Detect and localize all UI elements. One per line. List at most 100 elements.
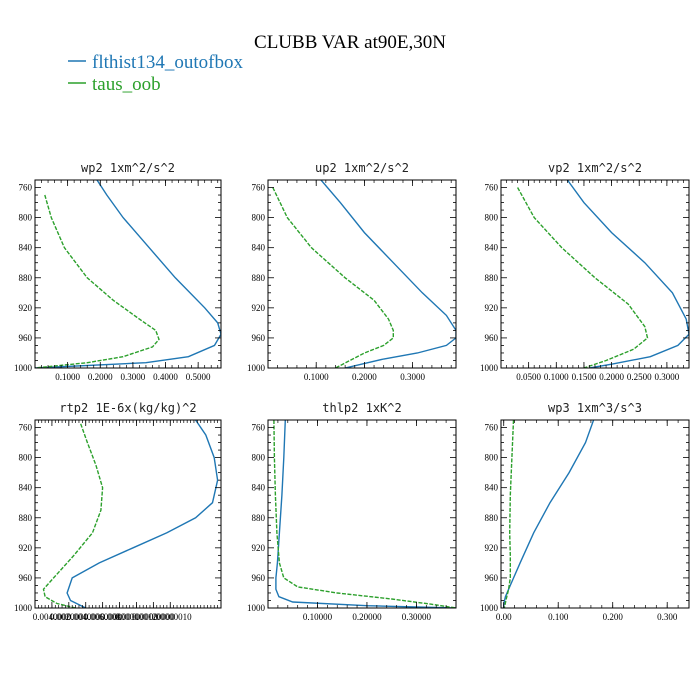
x-tick-label: 0.0080000 [100,612,139,622]
plot-frame [267,419,457,609]
y-tick-label: 760 [252,183,266,193]
y-tick-label: 760 [252,423,266,433]
y-tick-label: 920 [485,543,499,553]
x-tick-label: 0.100 [548,612,569,622]
x-tick-label: 0.00000010 [149,612,192,622]
series-line-2 [273,420,456,608]
y-tick-label: 760 [19,183,33,193]
series-group [272,180,456,368]
x-tick-label: 0.1000 [55,372,80,382]
y-tick-label: 840 [19,483,33,493]
y-tick-label: 920 [252,543,266,553]
y-tick-label: 960 [19,573,33,583]
plot-frame [34,179,222,369]
y-tick-label: 840 [252,483,266,493]
y-tick-label: 960 [252,573,266,583]
legend: flthist134_outofbox taus_oob [68,52,243,95]
y-tick-label: 800 [485,213,499,223]
plot-frame [34,419,222,609]
panel-2: up2 1xm^2/s^2 760 800 840 880 920 960 1000 0.100… [247,161,457,382]
series-line-2 [42,423,104,608]
panels-grid: wp2 1xm^2/s^2 760 800 840 880 920 960 1000 0.100… [14,161,690,622]
figure-title: CLUBB VAR at90E,30N [254,32,446,53]
y-tick-label: 920 [252,303,266,313]
x-tick-label: 0.10000 [303,612,333,622]
panel-3: vp2 1xm^2/s^2 760 800 840 880 920 960 1000 0.050… [480,161,690,382]
y-tick-label: 1000 [14,603,33,613]
x-tick-label: 0.3000 [400,372,425,382]
y-tick-label: 920 [19,543,33,553]
series-group [516,180,689,368]
panel-title: rtp2 1E-6x(kg/kg)^2 [59,401,196,415]
y-tick-label: 960 [485,573,499,583]
series-group [35,180,221,368]
x-tick-label: 0.1000 [304,372,329,382]
series-group [42,420,219,608]
y-tick-label: 1000 [247,603,266,613]
series-line-2 [503,420,515,608]
y-tick-label: 760 [485,423,499,433]
y-tick-label: 800 [19,453,33,463]
series-line-1 [566,180,689,368]
series-line-1 [320,180,456,368]
y-tick-label: 880 [19,273,33,283]
y-tick-label: 920 [485,303,499,313]
x-tick-label: 0.0040000 [33,612,72,622]
y-tick-label: 960 [485,333,499,343]
x-tick-label: 0.1500 [572,372,597,382]
x-tick-label: 0.20000 [352,612,382,622]
x-tick-label: 0.2000 [352,372,377,382]
x-tick-label: 0.0040000 [67,612,106,622]
y-tick-label: 960 [19,333,33,343]
x-tick-label: 0.300 [657,612,678,622]
panel-4: rtp2 1E-6x(kg/kg)^2 760 800 840 880 920 960 100… [14,401,222,622]
series-line-1 [35,180,221,368]
panel-1: wp2 1xm^2/s^2 760 800 840 880 920 960 1000 0.100… [14,161,222,382]
y-tick-label: 760 [19,423,33,433]
y-tick-label: 880 [485,273,499,283]
y-tick-label: 840 [485,483,499,493]
x-tick-label: 0.00 [496,612,512,622]
y-tick-label: 840 [19,243,33,253]
x-tick-label: 0.0060000 [84,612,123,622]
panel-title: wp2 1xm^2/s^2 [81,161,175,175]
legend-label-series-1: flthist134_outofbox [92,52,243,73]
y-tick-label: 1000 [14,363,33,373]
x-tick-label: 0.0020000 [50,612,89,622]
series-group [503,420,595,608]
y-tick-label: 880 [252,513,266,523]
y-tick-label: 800 [19,213,33,223]
x-tick-label: 0.4000 [153,372,178,382]
y-tick-label: 840 [485,243,499,253]
panel-title: vp2 1xm^2/s^2 [548,161,642,175]
x-tick-label: 0.1000 [544,372,569,382]
x-tick-label: 0.3000 [655,372,680,382]
y-tick-label: 880 [252,273,266,283]
panel-title: wp3 1xm^3/s^3 [548,401,642,415]
series-line-2 [35,194,160,368]
series-line-1 [275,420,456,608]
y-tick-label: 1000 [480,363,499,373]
panel-5: thlp2 1xK^2 760 800 840 880 920 960 1000 0.10000… [247,401,457,622]
panel-6: wp3 1xm^3/s^3 760 800 840 880 920 960 10000.00 0… [480,401,690,622]
y-tick-label: 1000 [247,363,266,373]
plot-frame [500,419,690,609]
x-tick-label: 0.00120000 [132,612,175,622]
x-tick-label: 0.2000 [599,372,624,382]
y-tick-label: 1000 [480,603,499,613]
x-tick-label: 0.3000 [121,372,146,382]
series-line-1 [503,420,595,608]
x-tick-label: 0.5000 [186,372,211,382]
y-tick-label: 920 [19,303,33,313]
panel-title: up2 1xm^2/s^2 [315,161,409,175]
x-tick-label: 0.200 [603,612,624,622]
series-line-2 [516,187,649,368]
series-group [273,420,456,608]
series-line-1 [66,420,219,608]
plot-frame [267,179,457,369]
y-tick-label: 880 [19,513,33,523]
legend-label-series-2: taus_oob [92,74,161,95]
x-tick-label: 0.2000 [88,372,113,382]
x-tick-label: 0.30000 [402,612,432,622]
